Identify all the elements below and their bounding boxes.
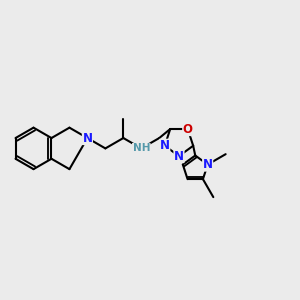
- Text: N: N: [174, 150, 184, 163]
- Text: O: O: [183, 123, 193, 136]
- Text: N: N: [82, 131, 92, 145]
- Text: NH: NH: [133, 143, 150, 153]
- Text: N: N: [160, 139, 170, 152]
- Text: N: N: [203, 158, 213, 171]
